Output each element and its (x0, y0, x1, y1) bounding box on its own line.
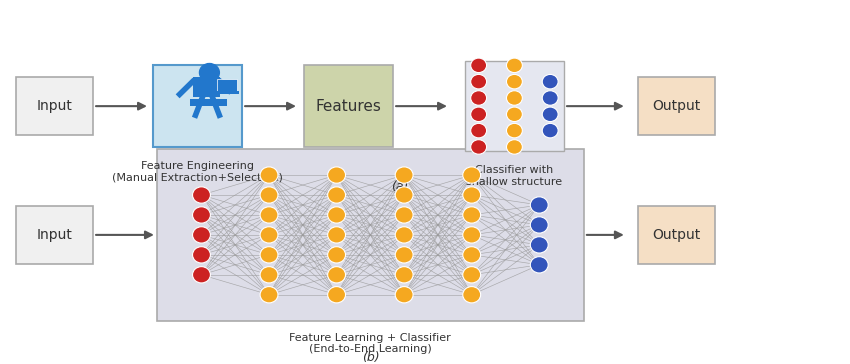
Circle shape (507, 107, 523, 122)
Text: Feature Engineering
(Manual Extraction+Selection): Feature Engineering (Manual Extraction+S… (112, 161, 283, 182)
Circle shape (462, 286, 480, 303)
Circle shape (395, 187, 413, 203)
Circle shape (260, 247, 278, 263)
Circle shape (327, 207, 345, 223)
FancyBboxPatch shape (303, 66, 394, 147)
Text: Input: Input (37, 228, 72, 242)
Circle shape (530, 257, 548, 273)
Circle shape (260, 227, 278, 243)
Circle shape (530, 217, 548, 233)
FancyBboxPatch shape (215, 91, 239, 94)
FancyBboxPatch shape (193, 77, 220, 97)
Circle shape (462, 207, 480, 223)
FancyBboxPatch shape (638, 206, 715, 264)
Circle shape (395, 267, 413, 283)
Circle shape (395, 227, 413, 243)
Circle shape (462, 227, 480, 243)
Circle shape (507, 140, 523, 154)
Circle shape (193, 207, 211, 223)
Circle shape (471, 107, 486, 122)
Text: Features: Features (315, 99, 382, 114)
Circle shape (327, 187, 345, 203)
Text: (b): (b) (361, 351, 379, 364)
Text: Output: Output (652, 228, 700, 242)
Circle shape (193, 247, 211, 263)
FancyBboxPatch shape (190, 99, 227, 106)
Circle shape (471, 74, 486, 89)
Circle shape (395, 207, 413, 223)
Circle shape (530, 237, 548, 253)
Circle shape (462, 267, 480, 283)
Circle shape (462, 187, 480, 203)
Circle shape (507, 58, 523, 72)
Circle shape (507, 91, 523, 105)
Circle shape (471, 91, 486, 105)
Text: Input: Input (37, 99, 72, 113)
Circle shape (507, 123, 523, 138)
Circle shape (327, 267, 345, 283)
FancyBboxPatch shape (465, 61, 564, 151)
Circle shape (395, 286, 413, 303)
Circle shape (327, 247, 345, 263)
Circle shape (260, 267, 278, 283)
Circle shape (193, 187, 211, 203)
Circle shape (542, 74, 558, 89)
Circle shape (327, 286, 345, 303)
Text: Classifier with
shallow structure: Classifier with shallow structure (467, 165, 563, 187)
FancyBboxPatch shape (15, 77, 94, 135)
Circle shape (327, 227, 345, 243)
Circle shape (507, 74, 523, 89)
Circle shape (327, 167, 345, 183)
Circle shape (260, 187, 278, 203)
Circle shape (395, 247, 413, 263)
Circle shape (542, 123, 558, 138)
Circle shape (260, 286, 278, 303)
Text: (a): (a) (392, 181, 409, 194)
Circle shape (193, 227, 211, 243)
Circle shape (260, 167, 278, 183)
Circle shape (471, 123, 486, 138)
Circle shape (462, 247, 480, 263)
Circle shape (542, 91, 558, 105)
Text: Output: Output (652, 99, 700, 113)
Circle shape (395, 167, 413, 183)
FancyBboxPatch shape (638, 77, 715, 135)
Circle shape (462, 167, 480, 183)
Circle shape (471, 140, 486, 154)
FancyBboxPatch shape (156, 149, 584, 321)
FancyBboxPatch shape (218, 79, 237, 92)
Circle shape (193, 267, 211, 283)
Circle shape (542, 107, 558, 122)
FancyBboxPatch shape (153, 66, 242, 147)
Circle shape (260, 207, 278, 223)
Circle shape (530, 197, 548, 213)
Circle shape (200, 64, 219, 82)
Circle shape (471, 58, 486, 72)
FancyBboxPatch shape (15, 206, 94, 264)
Text: Feature Learning + Classifier
(End-to-End Learning): Feature Learning + Classifier (End-to-En… (290, 333, 451, 355)
